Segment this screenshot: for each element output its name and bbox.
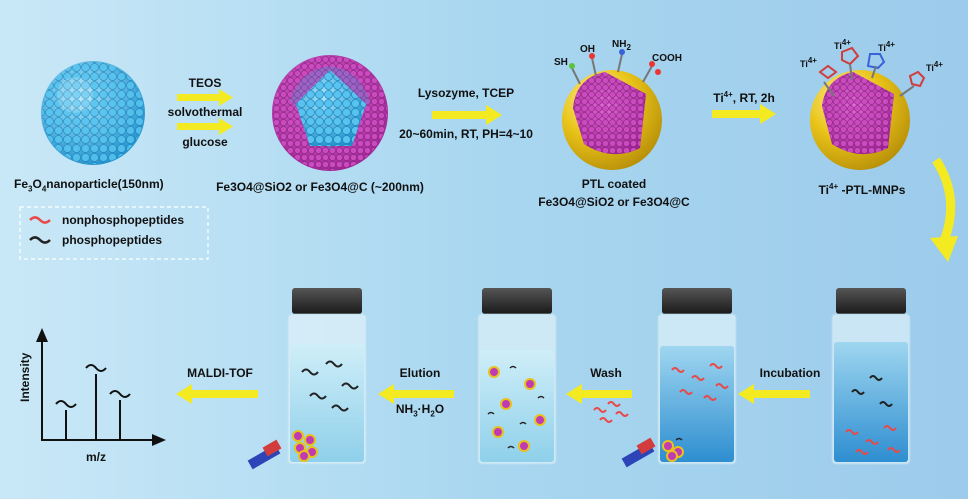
core-shell-particle-icon	[272, 55, 388, 171]
elution-reagent-label: NH3·H2O	[395, 402, 445, 419]
vial-final-icon	[287, 288, 367, 465]
spectrum-xlabel: m/z	[85, 450, 107, 464]
elution-label: Elution	[399, 366, 441, 380]
nh2-group-label: NH2	[612, 39, 631, 52]
sh-group-label: SH	[554, 57, 568, 68]
ti-ion-label-4: Ti4+	[926, 60, 943, 73]
arrow-step3-icon	[712, 104, 776, 124]
wash-label: Wash	[590, 366, 622, 380]
cooh-group-label: COOH	[652, 53, 682, 64]
step1-alt-reagent-label: glucose	[182, 135, 228, 149]
arrow-maldi-icon	[176, 384, 258, 404]
ptl-coated-particle-icon	[562, 70, 662, 170]
nanoparticle-label: Fe3O4nanoparticle(150nm)	[14, 177, 164, 194]
curved-arrow-icon	[930, 157, 958, 262]
arrow-step2-icon	[432, 105, 502, 125]
step1-method-label: solvothermal	[167, 105, 243, 119]
legend-nonphospho-label: nonphosphopeptides	[62, 213, 184, 227]
legend-phospho-label: phosphopeptides	[62, 233, 162, 247]
ptl-coated-sub-label: Fe3O4@SiO2 or Fe3O4@C	[538, 195, 690, 209]
mass-spectrum-icon	[36, 328, 166, 446]
step1-reagent-label: TEOS	[188, 76, 222, 90]
spectrum-ylabel: Intensity	[18, 352, 32, 402]
arrow-incubation-icon	[738, 384, 810, 404]
magnet-wash-icon	[621, 437, 656, 468]
ti-ptl-mnps-label: Ti4+ -PTL-MNPs	[818, 182, 906, 197]
oh-group-label: OH	[580, 44, 595, 55]
ti-ptl-mnp-particle-icon	[810, 70, 910, 170]
magnet-final-icon	[247, 439, 282, 470]
legend-box	[19, 206, 209, 260]
core-shell-label: Fe3O4@SiO2 or Fe3O4@C (~200nm)	[216, 180, 424, 194]
step2-reagent-label: Lysozyme, TCEP	[417, 86, 515, 100]
arrow-elution-icon	[378, 384, 454, 404]
ptl-coated-label: PTL coated	[581, 177, 647, 191]
step2-condition-label: 20~60min, RT, PH=4~10	[399, 127, 533, 141]
ti-ion-label-1: Ti4+	[800, 56, 817, 69]
vial-wash-icon	[657, 288, 737, 465]
ti-chelation-groups-icon	[818, 46, 926, 97]
arrow-step1-icon	[177, 89, 233, 135]
fe3o4-nanoparticle-icon	[41, 61, 145, 165]
maldi-tof-label: MALDI-TOF	[187, 366, 253, 380]
ti-ion-label-2: Ti4+	[834, 38, 851, 51]
arrow-wash-icon	[566, 384, 632, 423]
step3-condition-label: Ti4+, RT, 2h	[713, 90, 775, 105]
surface-groups-icon	[569, 49, 661, 85]
vial-incubation-icon	[831, 288, 911, 465]
vial-elution-icon	[477, 288, 557, 465]
incubation-label: Incubation	[759, 366, 821, 380]
ti-ion-label-3: Ti4+	[878, 40, 895, 53]
